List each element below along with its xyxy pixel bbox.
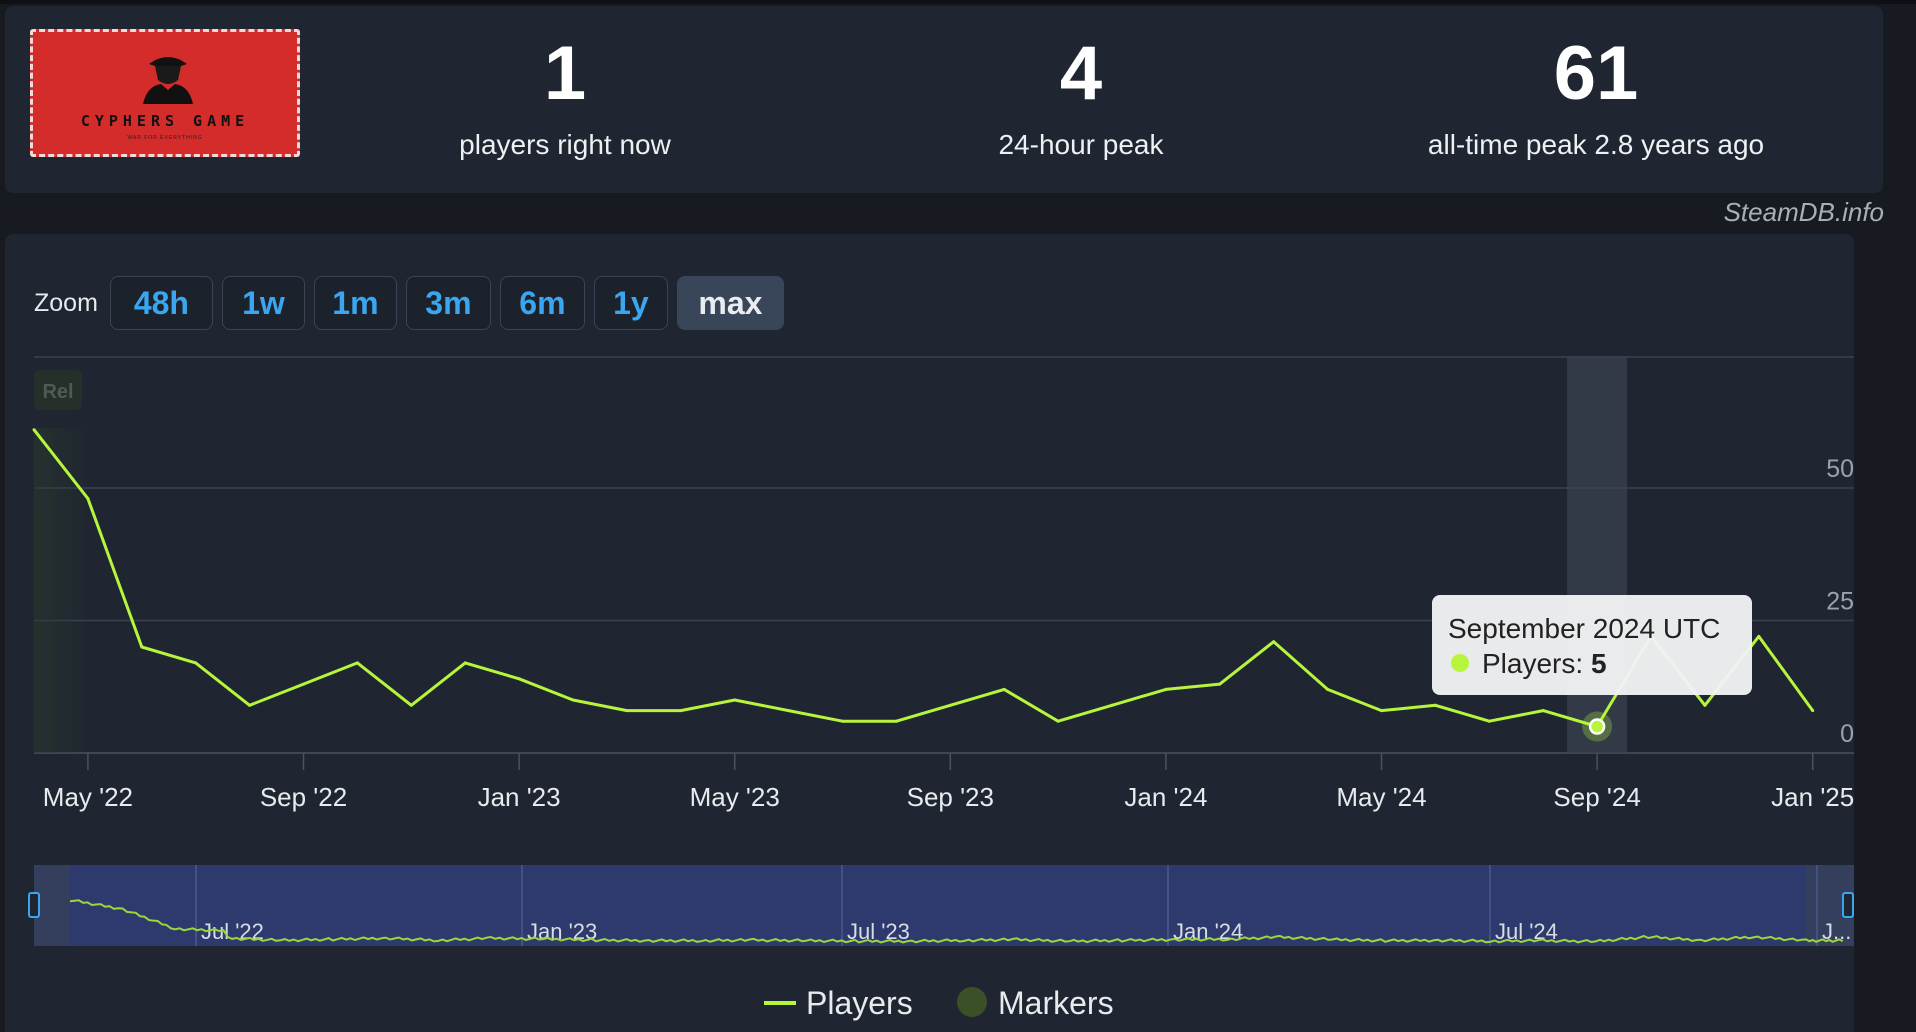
legend-players-label: Players	[806, 985, 913, 1021]
stat-current-label: players right now	[459, 129, 671, 160]
data-point[interactable]	[463, 661, 467, 665]
data-point[interactable]	[1380, 709, 1383, 713]
x-tick-label: Sep '24	[1553, 782, 1640, 812]
tooltip-series-dot-icon	[1451, 654, 1469, 672]
navigator[interactable]: Jul '22 Jan '23 Jul '23 Jan '24 Jul '24 J...	[28, 865, 1854, 946]
legend-item-markers[interactable]: Markers	[957, 985, 1114, 1021]
game-logo[interactable]: CYPHERS GAME WAR FOR EVERYTHING	[30, 29, 300, 157]
navigator-left-handle[interactable]	[28, 892, 40, 918]
data-point[interactable]	[1164, 687, 1168, 691]
stat-alltime-peak-label: all-time peak 2.8 years ago	[1427, 129, 1765, 160]
logo-subtitle: WAR FOR EVERYTHING	[127, 135, 203, 141]
data-point[interactable]	[1218, 682, 1222, 686]
data-point[interactable]	[1272, 640, 1276, 644]
data-point[interactable]	[679, 709, 683, 713]
tooltip-series-label: Players: 5	[1482, 648, 1607, 679]
data-point[interactable]	[194, 661, 198, 665]
release-marker[interactable]: Rel	[34, 370, 82, 410]
data-point[interactable]	[1541, 709, 1545, 713]
players-series-line[interactable]	[32, 428, 1814, 728]
y-tick-label: 50	[1826, 455, 1854, 483]
navigator-tick-label: Jul '23	[847, 919, 910, 944]
data-point[interactable]	[1811, 709, 1815, 713]
navigator-series-line	[69, 899, 1844, 944]
legend-item-players[interactable]: Players	[764, 985, 913, 1021]
x-tick-label: May '24	[1336, 782, 1426, 812]
data-point[interactable]	[571, 698, 575, 702]
soldier-logo-icon	[143, 57, 193, 104]
data-point[interactable]	[517, 677, 521, 681]
data-point[interactable]	[841, 719, 844, 723]
data-point[interactable]	[1110, 703, 1114, 707]
data-point[interactable]	[1433, 703, 1437, 707]
legend-markers-label: Markers	[998, 985, 1114, 1021]
zoom-1m-button[interactable]: 1m	[313, 276, 397, 330]
data-point[interactable]	[1002, 687, 1006, 691]
x-tick-label: May '22	[43, 782, 133, 812]
x-axis-ticks: May '22 Sep '22 Jan '23 May '23 Sep '23 Jan '…	[43, 753, 1854, 812]
zoom-3m-button[interactable]: 3m	[405, 276, 491, 330]
steamdb-watermark[interactable]: SteamDB.info	[1723, 197, 1884, 227]
x-tick-label: Jan '24	[1124, 782, 1207, 812]
data-point[interactable]	[787, 709, 791, 713]
data-point[interactable]	[625, 709, 629, 713]
zoom-controls: Zoom 48h 1w 1m 3m 6m 1y max	[34, 274, 793, 332]
stat-current-value: 1	[543, 31, 587, 116]
release-shade	[34, 428, 89, 753]
logo-title: CYPHERS GAME	[80, 112, 250, 130]
hover-point[interactable]	[1588, 718, 1606, 735]
data-point[interactable]	[86, 497, 90, 501]
x-tick-label: May '23	[690, 782, 780, 812]
data-point[interactable]	[1703, 703, 1707, 707]
stat-alltime-peak-value: 61	[1553, 31, 1639, 116]
data-point[interactable]	[302, 682, 305, 686]
stats-panel	[5, 6, 1883, 193]
zoom-48h-button[interactable]: 48h	[109, 276, 213, 330]
data-point[interactable]	[32, 428, 36, 432]
stat-24h-peak: 4 24-hour peak	[821, 32, 1341, 162]
data-point[interactable]	[1056, 719, 1060, 723]
data-point[interactable]	[355, 661, 359, 665]
zoom-label: Zoom	[34, 288, 98, 317]
stat-current: 1 players right now	[305, 32, 825, 162]
x-tick-label: Jan '25	[1771, 782, 1854, 812]
data-point[interactable]	[1487, 719, 1491, 723]
x-tick-label: Sep '23	[907, 782, 994, 812]
y-axis-ticks: 0 25 50	[1826, 455, 1854, 748]
zoom-6m-button[interactable]: 6m	[499, 276, 585, 330]
stat-24h-peak-value: 4	[1059, 31, 1103, 116]
data-points	[32, 428, 1815, 728]
zoom-1y-button[interactable]: 1y	[593, 276, 668, 330]
data-point[interactable]	[894, 719, 898, 723]
tooltip: September 2024 UTC Players: 5	[1432, 595, 1752, 695]
x-tick-label: Sep '22	[260, 782, 347, 812]
tooltip-title: September 2024 UTC	[1448, 613, 1720, 644]
data-point[interactable]	[409, 703, 413, 707]
data-point[interactable]	[248, 703, 252, 707]
y-tick-label: 0	[1840, 720, 1854, 748]
zoom-max-button[interactable]: max	[676, 276, 784, 330]
stat-alltime-peak: 61 all-time peak 2.8 years ago	[1336, 32, 1856, 162]
x-tick-label: Jan '23	[478, 782, 561, 812]
release-label: Rel	[42, 381, 73, 403]
stat-24h-peak-label: 24-hour peak	[998, 129, 1164, 160]
zoom-1w-button[interactable]: 1w	[221, 276, 305, 330]
navigator-right-handle[interactable]	[1842, 892, 1854, 918]
data-point[interactable]	[948, 703, 952, 707]
y-tick-label: 25	[1826, 588, 1854, 616]
data-point[interactable]	[140, 645, 144, 649]
top-border	[0, 0, 1916, 4]
legend-marker-dot-icon	[957, 987, 987, 1017]
data-point[interactable]	[1326, 687, 1330, 691]
legend: Players Markers	[764, 985, 1114, 1021]
data-point[interactable]	[1757, 634, 1761, 638]
data-point[interactable]	[733, 698, 737, 702]
